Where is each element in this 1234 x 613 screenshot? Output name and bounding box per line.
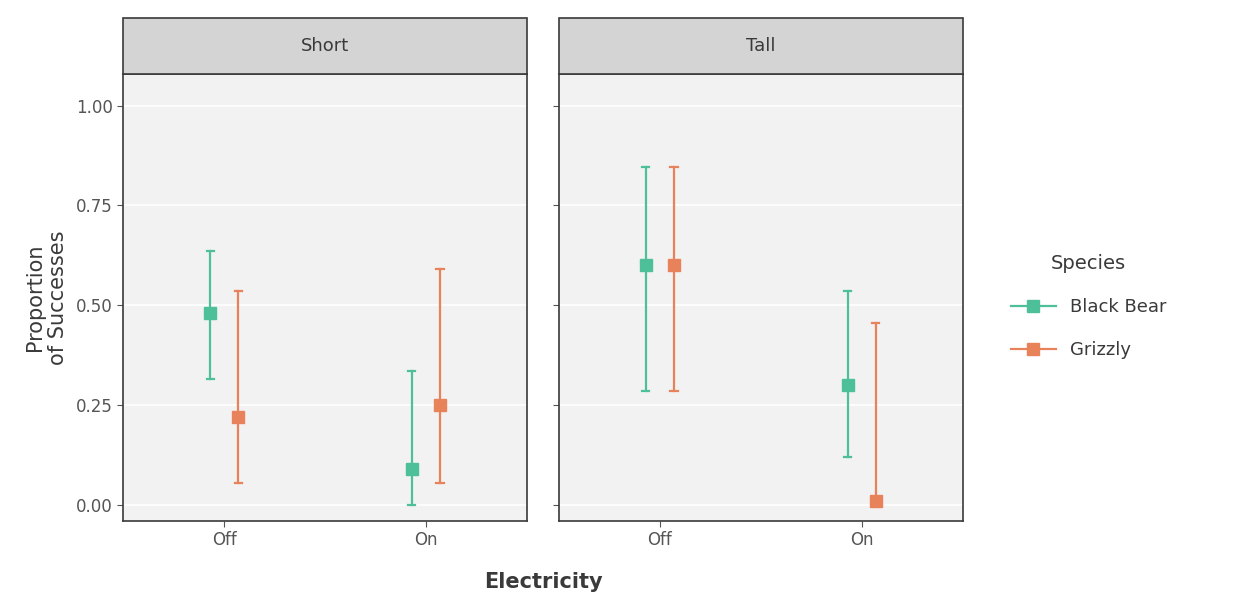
Legend: Black Bear, Grizzly: Black Bear, Grizzly bbox=[996, 239, 1181, 374]
Text: Short: Short bbox=[301, 37, 349, 55]
Y-axis label: Proportion
of Successes: Proportion of Successes bbox=[25, 230, 68, 365]
Text: Tall: Tall bbox=[747, 37, 775, 55]
Text: Electricity: Electricity bbox=[484, 573, 602, 592]
